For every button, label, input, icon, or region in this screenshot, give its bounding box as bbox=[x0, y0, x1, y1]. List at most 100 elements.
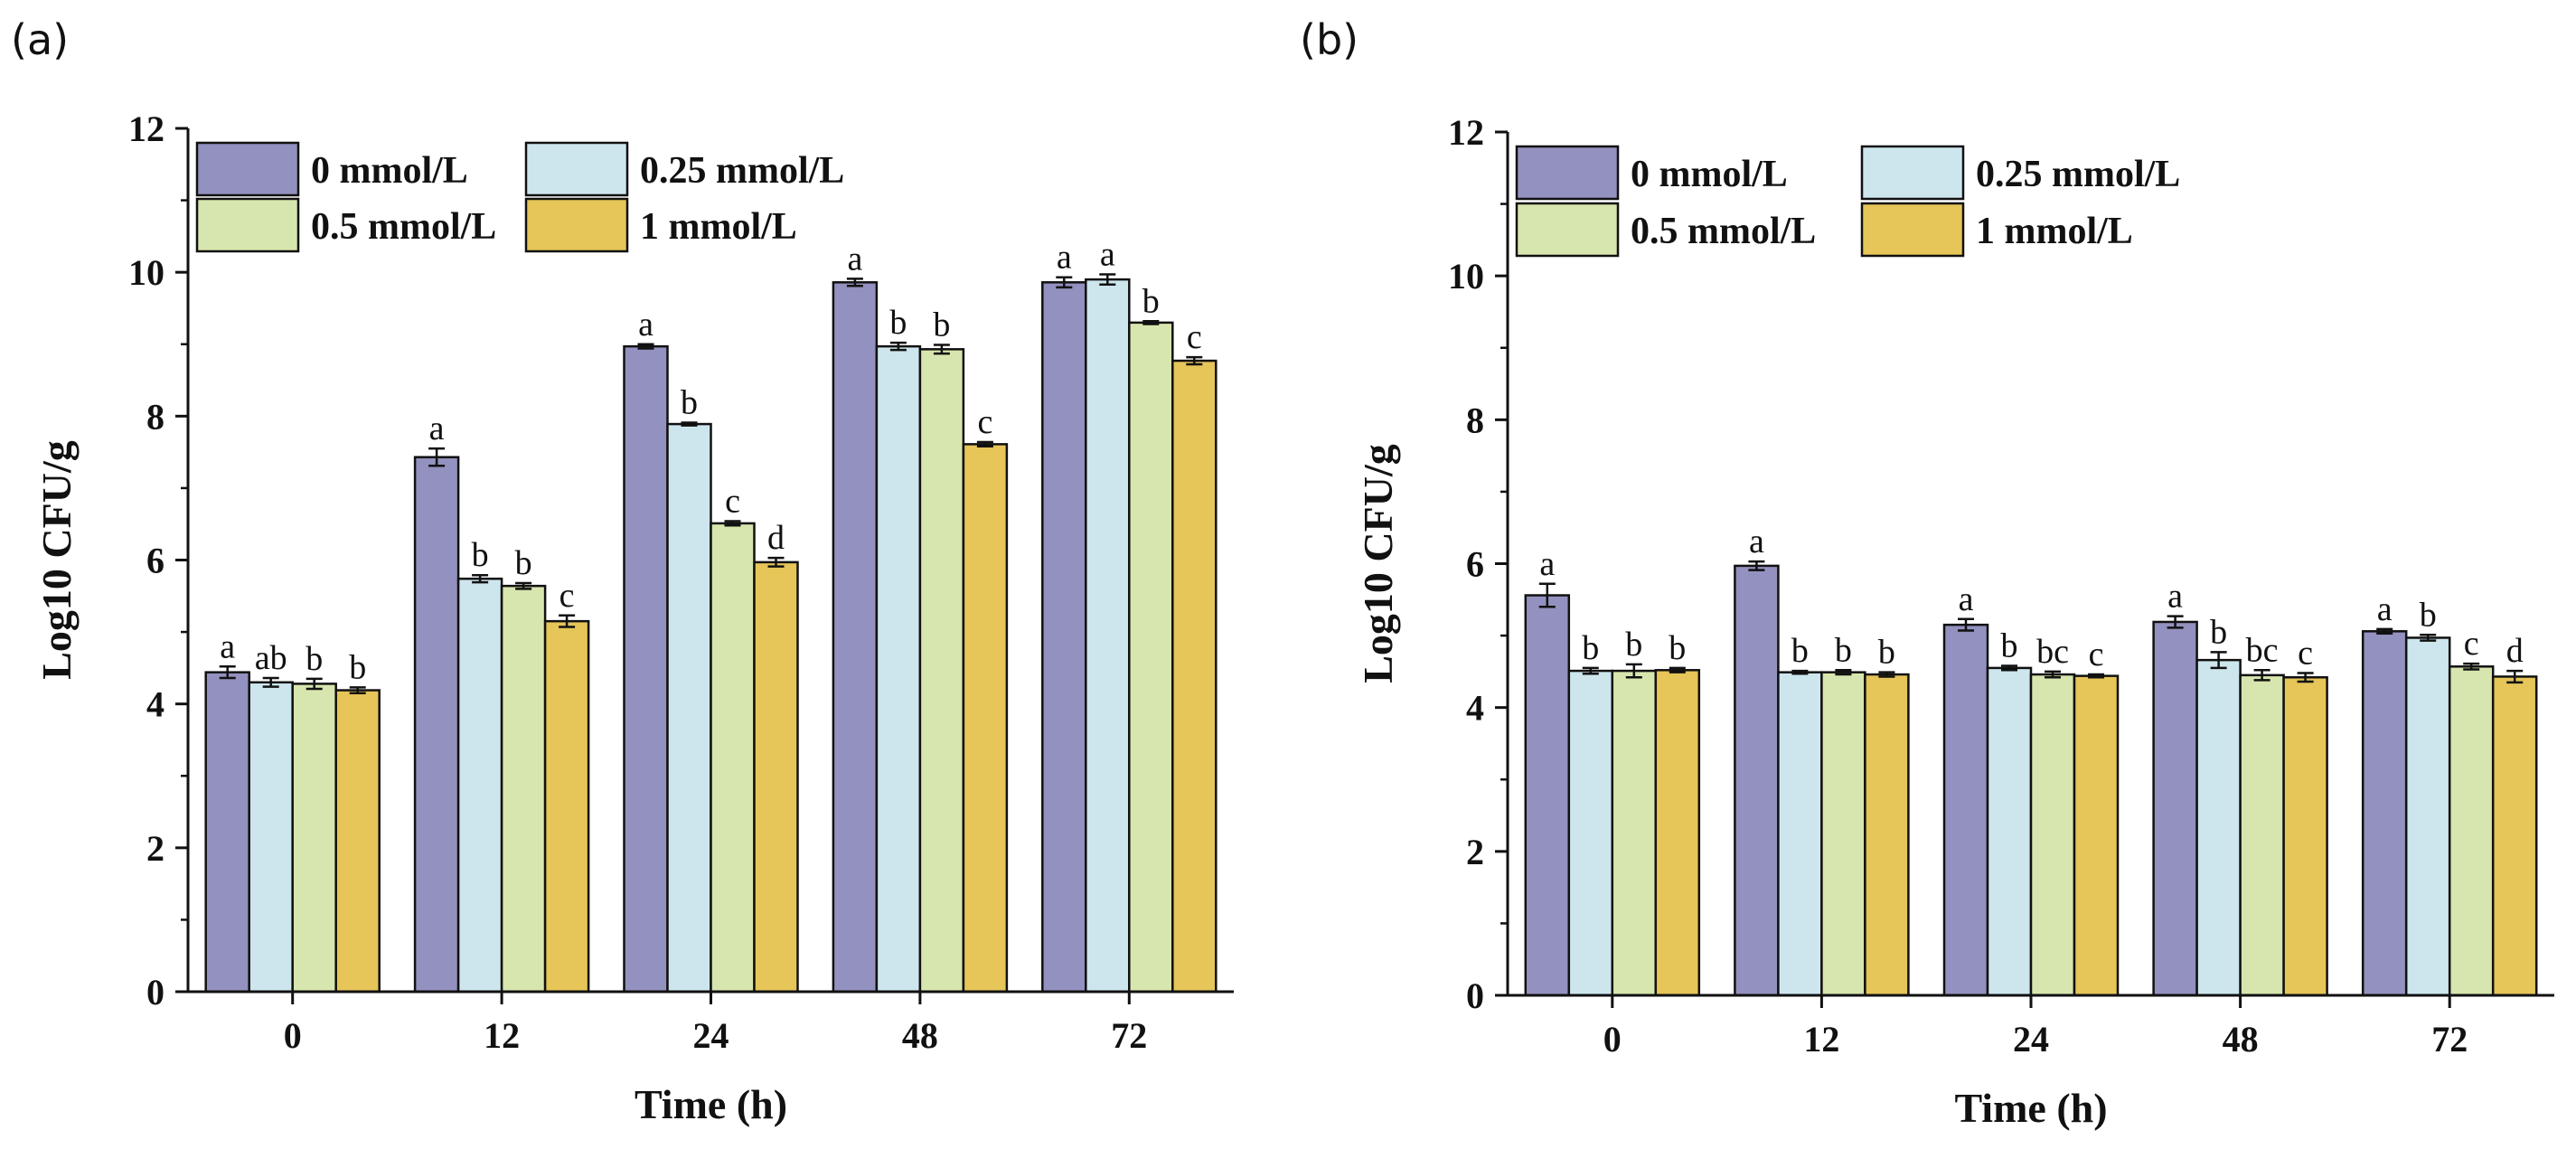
significance-letter: b bbox=[2420, 596, 2437, 634]
x-tick-label: 12 bbox=[1803, 1019, 1839, 1060]
bar bbox=[2491, 675, 2538, 997]
significance-letter: a bbox=[2167, 578, 2183, 616]
significance-letter: b bbox=[1625, 626, 1642, 664]
bar bbox=[543, 619, 590, 994]
y-tick-label: 10 bbox=[1448, 256, 1484, 297]
bar bbox=[291, 683, 337, 994]
bar bbox=[1820, 671, 1866, 997]
bar bbox=[204, 671, 250, 994]
x-tick-label: 72 bbox=[2431, 1019, 2468, 1060]
significance-letter: b bbox=[1669, 629, 1686, 667]
bar bbox=[2239, 673, 2285, 997]
bar bbox=[456, 577, 503, 994]
x-tick-label: 24 bbox=[693, 1015, 729, 1056]
significance-letter: b bbox=[1142, 282, 1160, 320]
significance-letter: b bbox=[349, 648, 366, 686]
significance-letter: a bbox=[638, 306, 653, 344]
significance-letter: b bbox=[1582, 629, 1599, 667]
significance-letter: c bbox=[559, 577, 575, 615]
significance-letter: b bbox=[681, 383, 698, 421]
bar bbox=[1734, 564, 1780, 997]
y-tick-label: 6 bbox=[146, 541, 165, 581]
significance-letter: c bbox=[2298, 634, 2313, 672]
significance-letter: b bbox=[1791, 632, 1809, 670]
legend-label: 0.5 mmol/L bbox=[311, 206, 496, 248]
y-tick-label: 4 bbox=[146, 684, 165, 725]
bar bbox=[623, 344, 669, 994]
y-axis-title: Log10 CFU/g bbox=[1355, 444, 1401, 683]
bar bbox=[1777, 671, 1823, 997]
x-tick-label: 24 bbox=[2013, 1019, 2049, 1060]
x-tick-label: 48 bbox=[2223, 1019, 2259, 1060]
bar bbox=[334, 689, 381, 994]
significance-letter: c bbox=[725, 483, 740, 521]
x-tick-label: 0 bbox=[284, 1015, 302, 1056]
x-axis-title: Time (h) bbox=[635, 1081, 787, 1127]
bar bbox=[1085, 278, 1131, 994]
y-tick-label: 4 bbox=[1466, 688, 1484, 729]
bar bbox=[2404, 636, 2451, 997]
significance-letter: a bbox=[1100, 236, 1115, 274]
x-axis-title: Time (h) bbox=[1954, 1085, 2107, 1131]
bar bbox=[918, 348, 965, 994]
bar bbox=[500, 584, 547, 994]
bar bbox=[666, 422, 712, 994]
legend-label: 0 mmol/L bbox=[311, 150, 468, 192]
significance-letter: d bbox=[767, 519, 785, 557]
significance-letter: d bbox=[2506, 632, 2524, 670]
x-tick-label: 12 bbox=[484, 1015, 520, 1056]
significance-letter: a bbox=[847, 240, 862, 278]
significance-letter: bc bbox=[2246, 631, 2279, 669]
legend-label: 0.5 mmol/L bbox=[1631, 211, 1816, 252]
y-tick-label: 0 bbox=[1466, 975, 1484, 1016]
bar bbox=[1864, 673, 1910, 997]
legend: 0 mmol/L 0.25 mmol/L 0.5 mmol/L 1 mmol/L bbox=[195, 141, 844, 253]
significance-letter: a bbox=[1959, 580, 1974, 618]
y-tick-label: 12 bbox=[128, 108, 165, 149]
significance-letter: a bbox=[429, 410, 445, 447]
panel-label: (a) bbox=[11, 15, 69, 64]
significance-letter: b bbox=[2001, 627, 2018, 665]
legend-label: 0 mmol/L bbox=[1631, 154, 1788, 195]
bar bbox=[875, 344, 922, 994]
significance-letter: c bbox=[2464, 625, 2479, 663]
significance-letter: a bbox=[1057, 239, 1072, 277]
significance-letter: b bbox=[472, 536, 489, 574]
legend-swatch bbox=[195, 141, 300, 197]
significance-letter: b bbox=[933, 306, 950, 344]
y-tick-label: 0 bbox=[146, 972, 165, 1012]
x-tick-label: 0 bbox=[1603, 1019, 1622, 1060]
significance-letter: b bbox=[306, 640, 323, 678]
significance-letter: b bbox=[1835, 631, 1852, 669]
legend-swatch bbox=[1515, 145, 1620, 201]
bar bbox=[753, 560, 799, 994]
significance-letter: c bbox=[1187, 318, 1202, 356]
legend-label: 1 mmol/L bbox=[640, 206, 797, 248]
bar bbox=[2448, 665, 2495, 997]
x-tick-label: 72 bbox=[1111, 1015, 1147, 1056]
legend-swatch bbox=[524, 197, 629, 253]
bar bbox=[2029, 673, 2076, 997]
bar bbox=[710, 522, 756, 994]
legend-swatch bbox=[524, 141, 629, 197]
panel-label: (b) bbox=[1300, 15, 1359, 64]
bar bbox=[2361, 630, 2408, 997]
y-tick-label: 2 bbox=[146, 828, 165, 869]
bar bbox=[1654, 669, 1701, 997]
bar bbox=[1128, 321, 1174, 994]
significance-letter: bc bbox=[2036, 633, 2069, 671]
bar bbox=[2152, 620, 2198, 997]
bar bbox=[413, 456, 460, 994]
significance-letter: a bbox=[220, 627, 235, 665]
bar bbox=[2073, 674, 2120, 997]
significance-letter: a bbox=[1539, 545, 1555, 583]
y-axis-title: Log10 CFU/g bbox=[33, 440, 80, 680]
bar bbox=[1986, 666, 2033, 997]
bar bbox=[1524, 594, 1571, 997]
bar bbox=[2195, 658, 2242, 997]
bar bbox=[1567, 669, 1614, 997]
significance-letter: a bbox=[2377, 590, 2393, 628]
legend-swatch bbox=[1860, 202, 1965, 258]
